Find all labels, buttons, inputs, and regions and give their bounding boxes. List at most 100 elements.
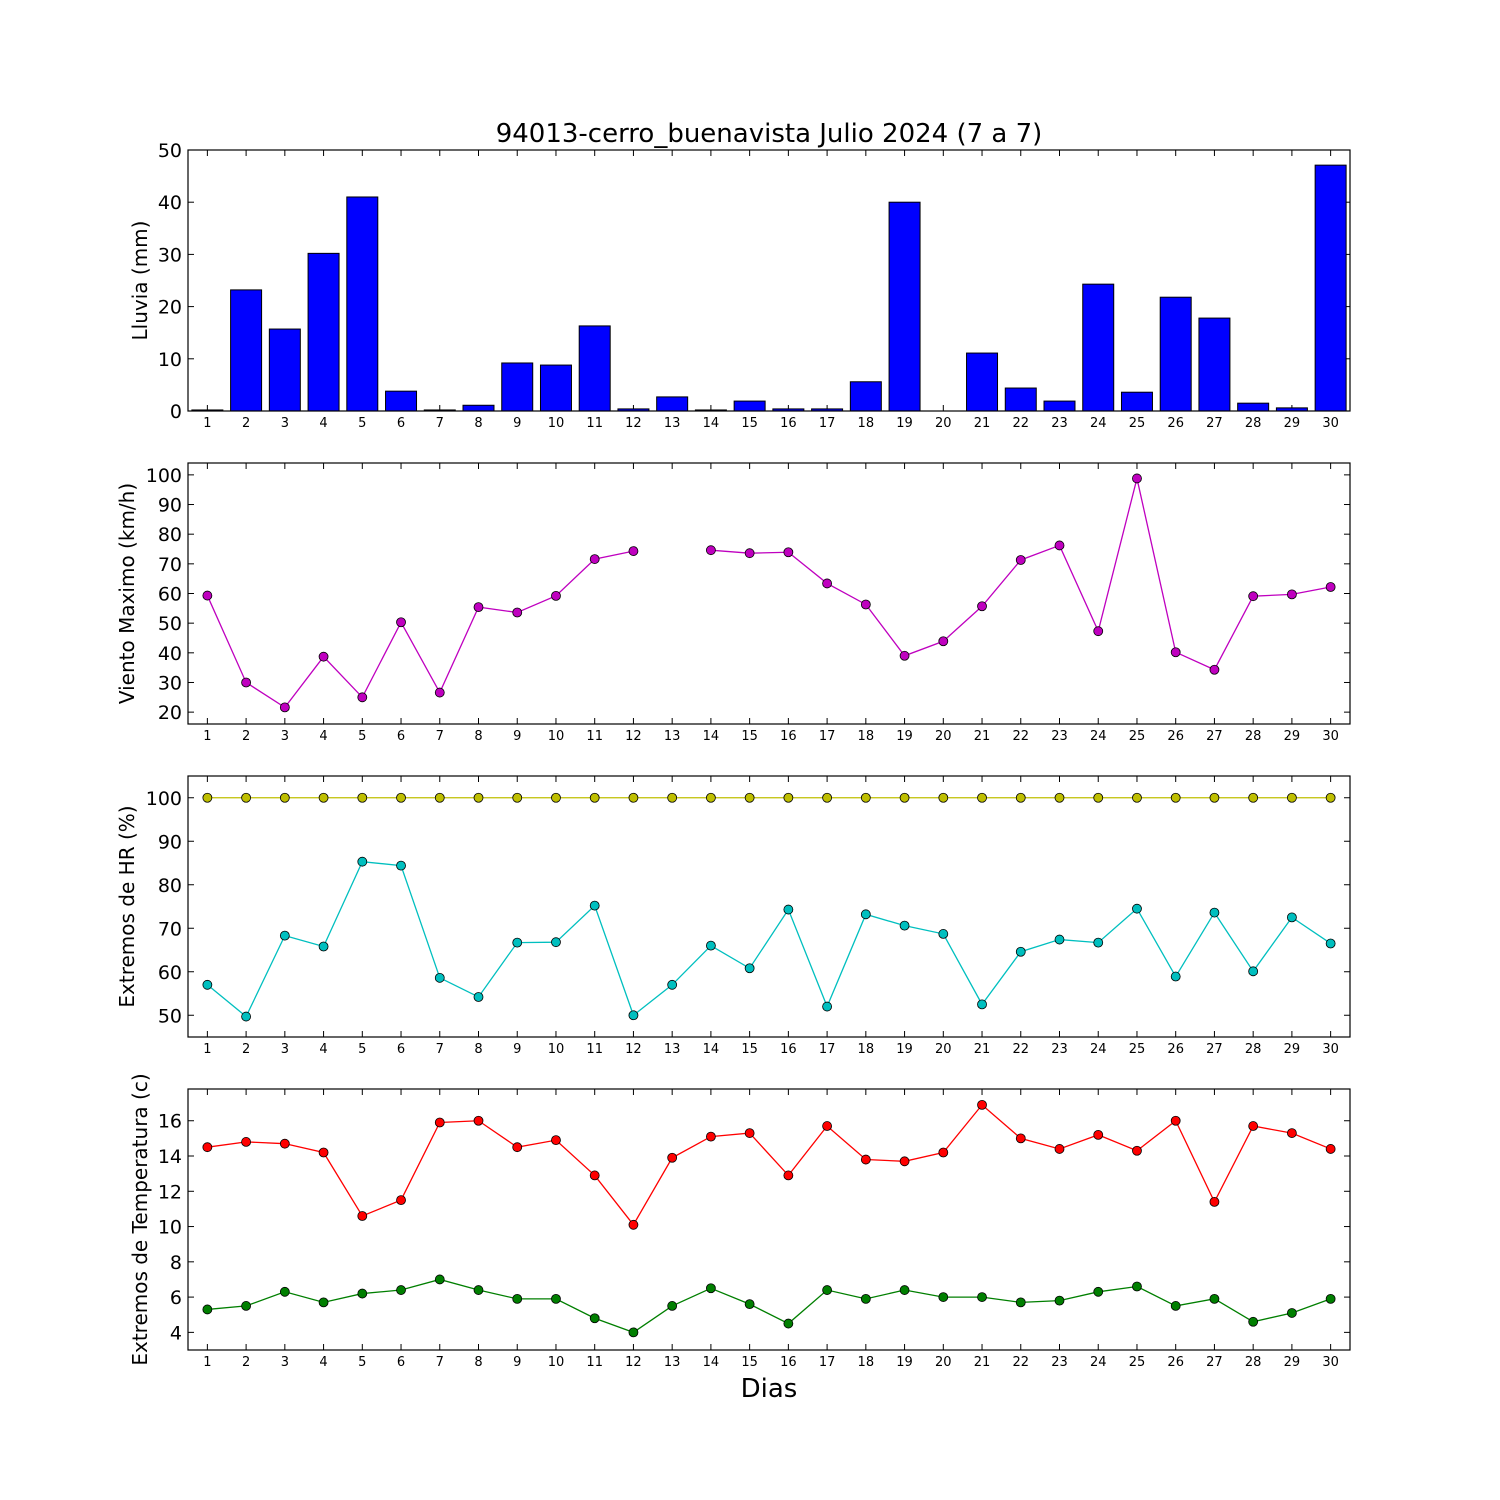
x-tick-label: 12 (625, 416, 642, 431)
x-tick-label: 14 (703, 416, 720, 431)
point-day-4 (318, 941, 329, 952)
x-tick-label: 30 (1322, 729, 1339, 744)
x-tick-label: 12 (625, 1355, 642, 1370)
point-day-14 (706, 1131, 716, 1142)
bar-day-6 (385, 390, 418, 412)
x-tick-label: 19 (896, 416, 913, 431)
point-day-18 (860, 909, 871, 920)
point-day-25 (1132, 1145, 1142, 1156)
point-day-23 (1054, 792, 1065, 803)
x-tick-label: 14 (703, 1355, 720, 1370)
point-day-6 (396, 792, 406, 803)
point-day-15 (744, 1128, 755, 1138)
x-tick-label: 27 (1206, 1355, 1223, 1370)
point-day-28 (1248, 591, 1259, 602)
point-day-1 (202, 590, 213, 601)
x-tick-label: 4 (319, 416, 327, 431)
x-tick-label: 15 (741, 416, 758, 431)
point-day-30 (1325, 582, 1336, 592)
point-day-21 (977, 1292, 987, 1302)
bar-day-25 (1120, 391, 1153, 412)
point-day-4 (318, 792, 329, 803)
x-tick-label: 10 (548, 1355, 565, 1370)
point-day-3 (279, 930, 290, 941)
x-tick-label: 11 (586, 1042, 603, 1057)
bar-day-27 (1198, 317, 1231, 412)
point-day-23 (1054, 934, 1065, 945)
y-tick-label: 8 (170, 1252, 182, 1274)
point-day-3 (279, 1138, 290, 1149)
point-day-14 (706, 940, 716, 951)
x-tick-label: 21 (974, 729, 991, 744)
point-day-26 (1170, 1115, 1181, 1126)
y-tick-label: 70 (158, 554, 182, 576)
x-tick-label: 3 (281, 1355, 289, 1370)
point-day-25 (1132, 903, 1142, 914)
point-day-28 (1248, 792, 1259, 803)
point-day-12 (628, 792, 639, 803)
point-day-8 (473, 992, 484, 1002)
x-tick-label: 18 (858, 1355, 875, 1370)
y-tick-label: 40 (158, 192, 182, 214)
x-tick-label: 3 (281, 729, 289, 744)
x-axis-label: Dias (741, 1374, 798, 1404)
x-tick-label: 6 (397, 1355, 405, 1370)
x-tick-label: 28 (1245, 729, 1262, 744)
x-tick-label: 9 (513, 1042, 521, 1057)
point-day-9 (512, 1142, 523, 1153)
x-tick-label: 8 (474, 1042, 482, 1057)
point-day-11 (589, 1170, 600, 1181)
x-tick-label: 16 (780, 1042, 797, 1057)
x-tick-label: 6 (397, 416, 405, 431)
point-day-13 (667, 1301, 678, 1311)
x-tick-label: 5 (358, 729, 366, 744)
bar-day-9 (501, 362, 534, 412)
point-day-17 (822, 792, 832, 803)
x-tick-label: 1 (203, 1042, 211, 1057)
x-tick-label: 21 (974, 1355, 991, 1370)
point-day-27 (1209, 664, 1220, 675)
point-day-21 (977, 792, 987, 803)
x-tick-label: 28 (1245, 416, 1262, 431)
point-day-21 (977, 601, 987, 612)
point-day-24 (1093, 937, 1104, 948)
point-day-19 (899, 650, 910, 661)
bar-day-15 (733, 400, 766, 412)
x-tick-label: 24 (1090, 416, 1107, 431)
point-day-30 (1325, 792, 1336, 803)
x-tick-label: 23 (1051, 729, 1068, 744)
point-day-2 (241, 1011, 252, 1022)
x-tick-label: 2 (242, 729, 250, 744)
chart-title: 94013-cerro_buenavista Julio 2024 (7 a 7… (496, 119, 1043, 149)
x-tick-label: 27 (1206, 1042, 1223, 1057)
point-day-25 (1132, 1281, 1142, 1292)
x-tick-label: 26 (1167, 1042, 1184, 1057)
point-day-22 (1015, 555, 1026, 565)
point-day-6 (396, 1195, 406, 1206)
point-day-23 (1054, 540, 1065, 551)
x-tick-label: 2 (242, 1042, 250, 1057)
x-tick-label: 23 (1051, 1042, 1068, 1057)
y-axis-label: Lluvia (mm) (128, 221, 152, 341)
x-tick-label: 8 (474, 729, 482, 744)
x-tick-label: 14 (703, 729, 720, 744)
point-day-1 (202, 1304, 213, 1315)
point-day-7 (434, 687, 445, 698)
bar-day-18 (849, 381, 882, 412)
point-day-15 (744, 792, 755, 803)
y-tick-label: 50 (158, 140, 182, 162)
series-line-2 (206, 861, 1331, 1018)
point-day-9 (512, 1293, 523, 1304)
point-day-12 (628, 546, 639, 556)
x-tick-label: 20 (935, 729, 952, 744)
point-day-16 (783, 792, 794, 803)
point-day-7 (434, 792, 445, 803)
y-axis-label: Viento Maximo (km/h) (115, 483, 139, 704)
point-day-1 (202, 1142, 213, 1153)
point-day-24 (1093, 1286, 1104, 1297)
point-day-11 (589, 554, 600, 564)
